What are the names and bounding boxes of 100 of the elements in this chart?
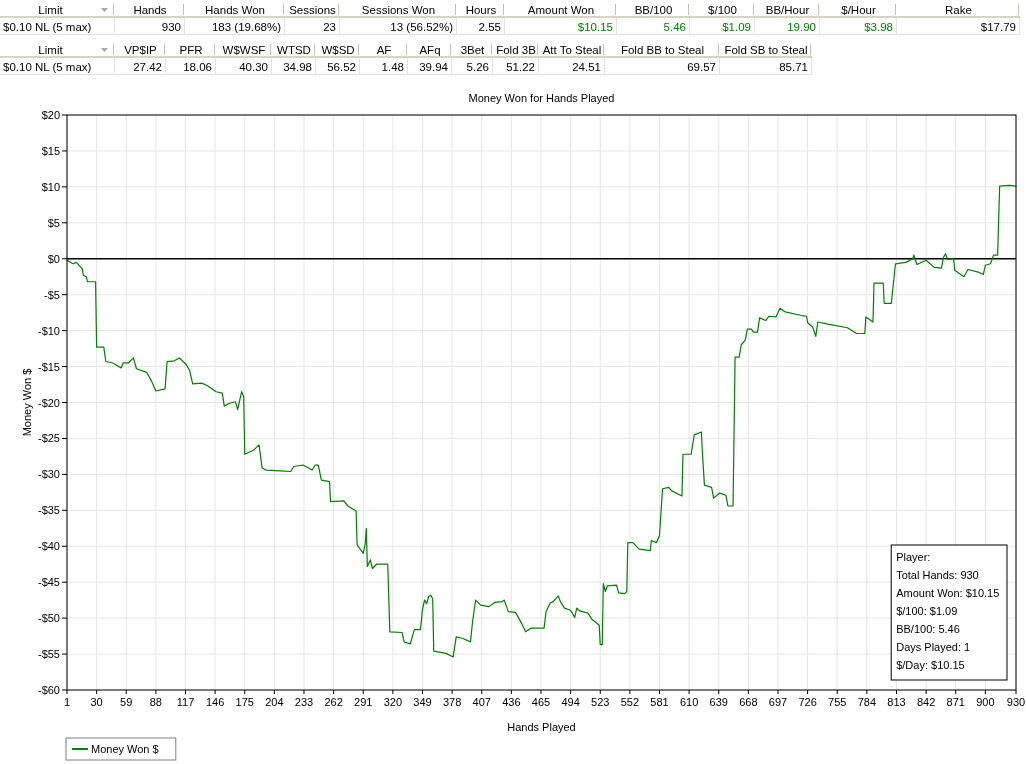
text: 183 (19.68%): [211, 21, 281, 33]
y-tick-label: -$10: [37, 324, 60, 337]
category-label: BB/Hour: [765, 4, 810, 16]
x-tick-label: 204: [265, 696, 284, 708]
category-label: Fold SB to Steal: [724, 44, 808, 56]
y-tick-label: -$35: [37, 504, 60, 517]
y-tick-label: $0: [47, 252, 60, 265]
y-tick-label: -$5: [44, 288, 60, 301]
category-label: Rake: [945, 4, 972, 16]
category-label: AF: [376, 44, 392, 56]
y-tick-label: -$20: [37, 396, 60, 409]
x-tick-label: 117: [176, 696, 195, 708]
x-tick-label: 813: [887, 696, 906, 708]
x-tick-label: 552: [620, 696, 640, 708]
x-tick-label: 755: [828, 696, 847, 708]
text: 34.98: [283, 61, 312, 73]
annotation: Player:: [896, 551, 931, 563]
text: 5.46: [663, 21, 686, 33]
x-tick-label: 175: [235, 696, 254, 708]
x-tick-label: 59: [120, 696, 133, 708]
text: $10.15: [577, 21, 613, 33]
text: $17.79: [980, 21, 1016, 33]
x-tick-label: 930: [1006, 696, 1026, 708]
x-tick-label: 146: [205, 696, 225, 708]
x-tick-label: 465: [531, 696, 551, 708]
category-label: VP$IP: [124, 44, 158, 56]
y-tick-label: -$25: [37, 432, 60, 445]
x-tick-label: 233: [294, 696, 314, 708]
y-tick-label: -$15: [37, 360, 60, 373]
x-tick-label: 871: [946, 696, 965, 708]
category-label: Hands Won: [205, 4, 265, 16]
text: 19.90: [787, 21, 816, 33]
category-label: $/100: [708, 4, 737, 16]
x-tick-label: 668: [739, 696, 758, 708]
y-tick-label: $15: [41, 144, 60, 157]
category-label: Amount Won: [527, 4, 595, 16]
x-tick-label: 30: [90, 696, 103, 708]
x-tick-label: 581: [650, 696, 669, 708]
chart-title: Money Won for Hands Played: [468, 92, 615, 104]
category-label: Limit: [38, 4, 64, 16]
text: 18.06: [183, 61, 212, 73]
text: 27.42: [133, 61, 162, 73]
x-tick-label: 407: [472, 696, 491, 708]
text: $0.10 NL (5 max): [3, 21, 92, 33]
category-label: Hours: [465, 4, 497, 16]
category-label: W$SD: [321, 44, 355, 56]
y-tick-label: $5: [47, 216, 60, 229]
x-tick-label: 523: [591, 696, 610, 708]
x-tick-label: 1: [63, 696, 71, 708]
y-tick-label: -$60: [37, 684, 60, 696]
category-label: WTSD: [277, 44, 311, 56]
text: 51.22: [506, 61, 535, 73]
x-tick-label: 262: [324, 696, 343, 708]
category-label: PFR: [179, 44, 203, 56]
x-tick-label: 494: [561, 696, 580, 708]
y-axis-title: Money Won $: [21, 368, 33, 437]
text: 40.30: [239, 61, 268, 73]
text: 1.48: [381, 61, 404, 73]
x-tick-label: 726: [798, 696, 817, 708]
x-tick-label: 697: [768, 696, 788, 708]
text: 85.71: [779, 61, 808, 73]
text: 39.94: [419, 61, 448, 73]
x-axis-title: Hands Played: [507, 721, 576, 733]
annotation: Amount Won: $10.15: [896, 587, 1000, 599]
text: $3.98: [864, 21, 893, 33]
text: $0.10 NL (5 max): [3, 61, 92, 73]
annotation: $/Day: $10.15: [896, 659, 965, 671]
category-label: Fold BB to Steal: [620, 44, 705, 56]
category-label: BB/100: [634, 4, 673, 16]
y-tick-label: -$55: [37, 648, 60, 661]
y-tick-label: $10: [41, 180, 60, 193]
text: 69.57: [687, 61, 716, 73]
category-label: Att To Steal: [542, 44, 602, 56]
annotation: Total Hands: 930: [896, 569, 979, 581]
x-tick-label: 610: [679, 696, 699, 708]
annotation: BB/100: 5.46: [896, 623, 960, 635]
category-label: 3Bet: [460, 44, 486, 56]
x-tick-label: 88: [149, 696, 162, 708]
text: 56.52: [327, 61, 356, 73]
y-tick-label: -$40: [37, 540, 60, 553]
legend-label: Money Won $: [91, 743, 159, 755]
y-tick-label: $20: [41, 109, 60, 121]
x-tick-label: 900: [976, 696, 995, 708]
x-tick-label: 320: [383, 696, 403, 708]
category-label: Limit: [38, 44, 64, 56]
text: 24.51: [572, 61, 601, 73]
y-tick-label: -$45: [37, 576, 60, 589]
annotation: Days Played: 1: [896, 641, 971, 653]
y-tick-label: -$50: [37, 612, 60, 625]
category-label: W$WSF: [222, 44, 266, 56]
text: $1.09: [722, 21, 751, 33]
category-label: Hands: [133, 4, 167, 16]
category-label: Fold 3B: [496, 44, 537, 56]
x-tick-label: 436: [502, 696, 521, 708]
annotation: $/100: $1.09: [896, 605, 958, 617]
category-label: Sessions: [289, 4, 337, 16]
category-label: $/Hour: [841, 4, 876, 16]
x-tick-label: 349: [413, 696, 432, 708]
x-tick-label: 378: [442, 696, 462, 708]
text: 23: [323, 21, 336, 33]
